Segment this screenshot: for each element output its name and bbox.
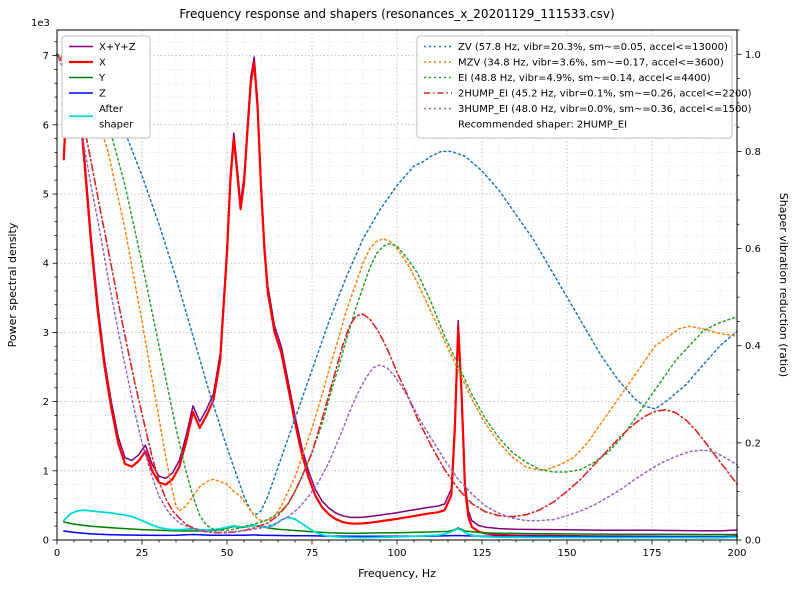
legend-note: Recommended shaper: 2HUMP_EI	[458, 120, 627, 131]
y-left-tick-label: 3	[43, 328, 49, 339]
legend-label-z: Z	[99, 89, 106, 100]
shaper-curve-zv	[56, 53, 738, 517]
psd-curve-x-y-z	[63, 53, 738, 532]
x-tick-label: 125	[472, 548, 491, 559]
legend-label-x-y-z: X+Y+Z	[99, 42, 136, 53]
shaper-curve-3hump-ei	[56, 53, 738, 533]
psd-curve-x	[62, 61, 739, 539]
y-left-tick-label: 1	[43, 466, 49, 477]
x-tick-label: 200	[727, 548, 746, 559]
y-left-tick-label: 5	[43, 190, 49, 201]
y-axis-label-right: Shaper vibration reduction (ratio)	[777, 192, 790, 378]
y-left-tick-label: 2	[43, 397, 49, 408]
y-left-tick-label: 0	[43, 536, 49, 547]
x-tick-label: 75	[306, 548, 319, 559]
legend-shapers: ZV (57.8 Hz, vibr=20.3%, sm~=0.05, accel…	[416, 35, 752, 139]
x-axis-label: Frequency, Hz	[358, 567, 436, 580]
shaper-curve-mzv	[56, 53, 738, 522]
psd-curve-z	[63, 530, 738, 538]
x-tick-label: 175	[642, 548, 661, 559]
y-right-tick-label: 0.6	[745, 244, 761, 255]
y-right-tick-label: 0.0	[745, 536, 761, 547]
x-tick-label: 50	[221, 548, 234, 559]
y-right-tick-label: 0.2	[745, 438, 761, 449]
y-right-tick-label: 0.8	[745, 147, 761, 158]
chart-title: Frequency response and shapers (resonanc…	[179, 7, 615, 21]
y-left-tick-label: 4	[43, 259, 49, 270]
shaper-curve-2hump-ei	[56, 53, 738, 534]
y-right-tick-label: 1.0	[745, 50, 761, 61]
x-tick-label: 150	[557, 548, 576, 559]
legend-label-x: X	[99, 58, 106, 69]
legend-label-after-shaper: After	[99, 104, 124, 115]
legend-label-3hump-ei: 3HUMP_EI (48.0 Hz, vibr=0.0%, sm~=0.36, …	[458, 104, 752, 115]
y-left-tick-label: 7	[43, 51, 49, 62]
legend-label-ei: EI (48.8 Hz, vibr=4.9%, sm~=0.14, accel<…	[458, 73, 711, 84]
legend-label-zv: ZV (57.8 Hz, vibr=20.3%, sm~=0.05, accel…	[458, 42, 728, 53]
psd-curve-after-shaper	[62, 509, 738, 539]
tick-labels: 0 25 50 75 100 125 150 175 200 0 1 2 3 4 5 6 7 0.0 0.2 0.4 0…	[43, 50, 761, 559]
y-left-tick-label: 6	[43, 120, 49, 131]
legend-label-2hump-ei: 2HUMP_EI (45.2 Hz, vibr=0.1%, sm~=0.26, …	[458, 89, 752, 100]
axis-ticks	[52, 29, 742, 545]
x-tick-label: 0	[54, 548, 60, 559]
legend-shapers-box	[416, 35, 733, 139]
psd-curve-y	[63, 521, 738, 536]
legend-label-after-shaper: shaper	[99, 120, 134, 131]
x-tick-label: 100	[387, 548, 406, 559]
legend-psd: X+Y+Z XYZ After shaper	[61, 35, 151, 139]
y-right-tick-label: 0.4	[745, 341, 761, 352]
legend-label-y: Y	[98, 73, 106, 84]
y-axis-label-left: Power spectral density	[6, 222, 19, 348]
legend-label-mzv: MZV (34.8 Hz, vibr=3.6%, sm~=0.17, accel…	[458, 58, 724, 69]
y-axis-offset-label: 1e3	[31, 18, 50, 29]
x-tick-label: 25	[136, 548, 149, 559]
